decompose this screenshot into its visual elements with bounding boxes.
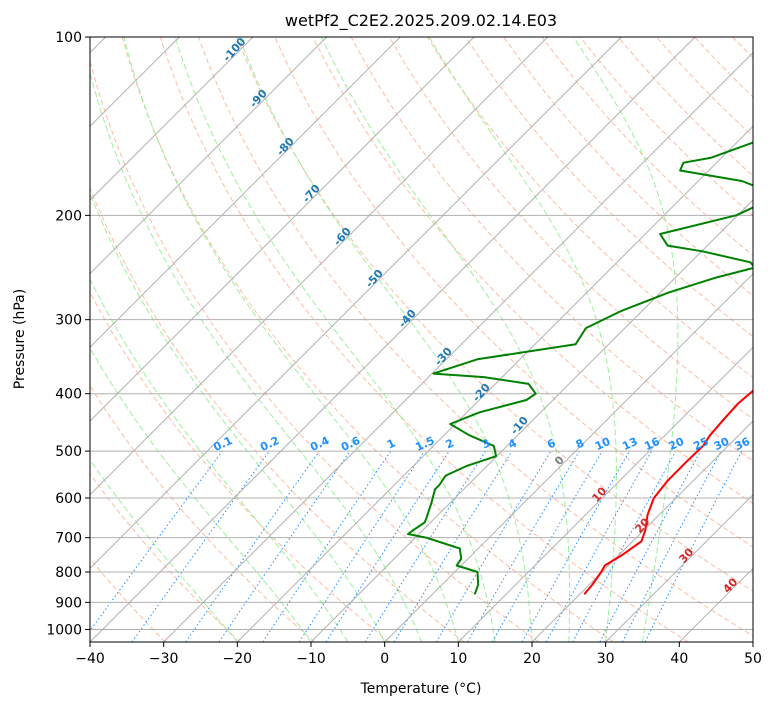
dry-adiabat [350,37,753,462]
plot-frame [89,36,754,643]
x-tick-label: 20 [523,651,541,667]
dry-adiabat [90,384,316,642]
moist-adiabat [90,459,238,642]
moist-adiabat [320,37,571,642]
mixing-ratio-line [644,450,743,642]
mixing-ratio-line [131,450,270,642]
mixing-ratio-label: 16 [642,435,662,453]
moist-adiabat [174,37,496,642]
isotherm-line [457,346,753,642]
mixing-ratio-line [298,450,425,642]
x-tick-label: 0 [380,651,389,667]
y-axis: 100 200 300 400 500 600 700 800 900 1000 [46,30,90,638]
dry-adiabat [90,59,540,642]
profile-line [407,141,753,595]
dry-adiabat [121,37,614,642]
isotherm-line [384,272,753,642]
isotherm-line [531,420,753,642]
dry-adiabat [198,37,753,637]
grid-lines [90,37,775,642]
mixing-ratio-line [185,450,320,642]
mixing-ratio-label: 10 [593,435,613,453]
profile-line [583,389,753,595]
moist-adiabat [123,37,459,642]
y-tick-label: 1000 [46,622,82,638]
isotherm-line [752,641,753,642]
y-tick-label: 600 [55,491,82,507]
y-tick-label: 400 [55,387,82,403]
moist-adiabat [428,37,617,642]
moist-adiabat [572,37,679,642]
isotherm-line [90,37,475,422]
x-axis-title: Temperature (°C) [360,681,482,697]
x-axis: −40 −30 −20 −10 0 10 20 30 40 50 [75,642,762,667]
y-tick-label: 500 [55,444,82,460]
mixing-ratio-line [325,450,450,642]
dry-adiabat [236,37,753,592]
mixing-ratio-label: 30 [712,435,732,453]
isotherm-line [163,51,753,642]
isotherm-line [90,37,254,201]
dry-adiabat [90,186,465,642]
y-tick-label: 100 [55,30,82,46]
y-tick-label: 300 [55,313,82,329]
x-tick-label: −10 [296,651,326,667]
mixing-ratio-line [218,450,351,642]
mixing-ratio-line [393,450,513,642]
isotherm-line [90,37,328,275]
isotherm-line [236,125,753,642]
isotherm-line [90,37,549,496]
moist-adiabat [90,70,422,642]
y-axis-title: Pressure (hPa) [12,289,28,389]
chart-title: wetPf2_C2E2.2025.209.02.14.E03 [285,11,557,31]
mixing-ratio-line [262,450,392,642]
mixing-ratio-line [545,450,653,642]
isotherm-line [90,37,696,642]
isotherm-line [90,37,401,349]
dry-adiabat [90,472,241,642]
x-tick-label: −20 [223,651,253,667]
x-tick-label: 40 [670,651,688,667]
dry-adiabat [426,37,753,378]
mixing-ratio-label: 36 [733,435,753,453]
mixing-ratio-line [90,450,223,632]
moist-adiabat [90,192,386,642]
dry-adiabat [90,557,166,642]
moist-adiabat [90,347,312,642]
x-tick-label: 30 [597,651,615,667]
y-tick-label: 800 [55,565,82,581]
moist-adiabat [90,278,349,642]
y-tick-label: 200 [55,208,82,224]
dry-adiabat [503,37,753,297]
y-tick-label: 700 [55,531,82,547]
isotherm-line [605,493,753,642]
mixing-ratio-line [521,450,630,642]
x-tick-label: −40 [75,651,105,667]
mixing-ratio-label: 25 [691,435,710,453]
dry-adiabat [771,37,775,642]
y-tick-label: 900 [55,595,82,611]
mixing-ratio-label: 13 [620,435,639,453]
x-tick-label: −30 [149,651,179,667]
moist-adiabat [238,37,533,642]
isotherm-line [310,199,753,642]
mixing-ratio-label: 20 [667,435,687,453]
x-tick-label: 10 [449,651,467,667]
dry-adiabat [159,37,689,642]
series-layer [407,141,753,595]
x-tick-label: 50 [744,651,762,667]
isotherm-line [90,37,622,570]
dry-adiabat [90,291,390,642]
mixing-ratio-line [572,450,677,642]
